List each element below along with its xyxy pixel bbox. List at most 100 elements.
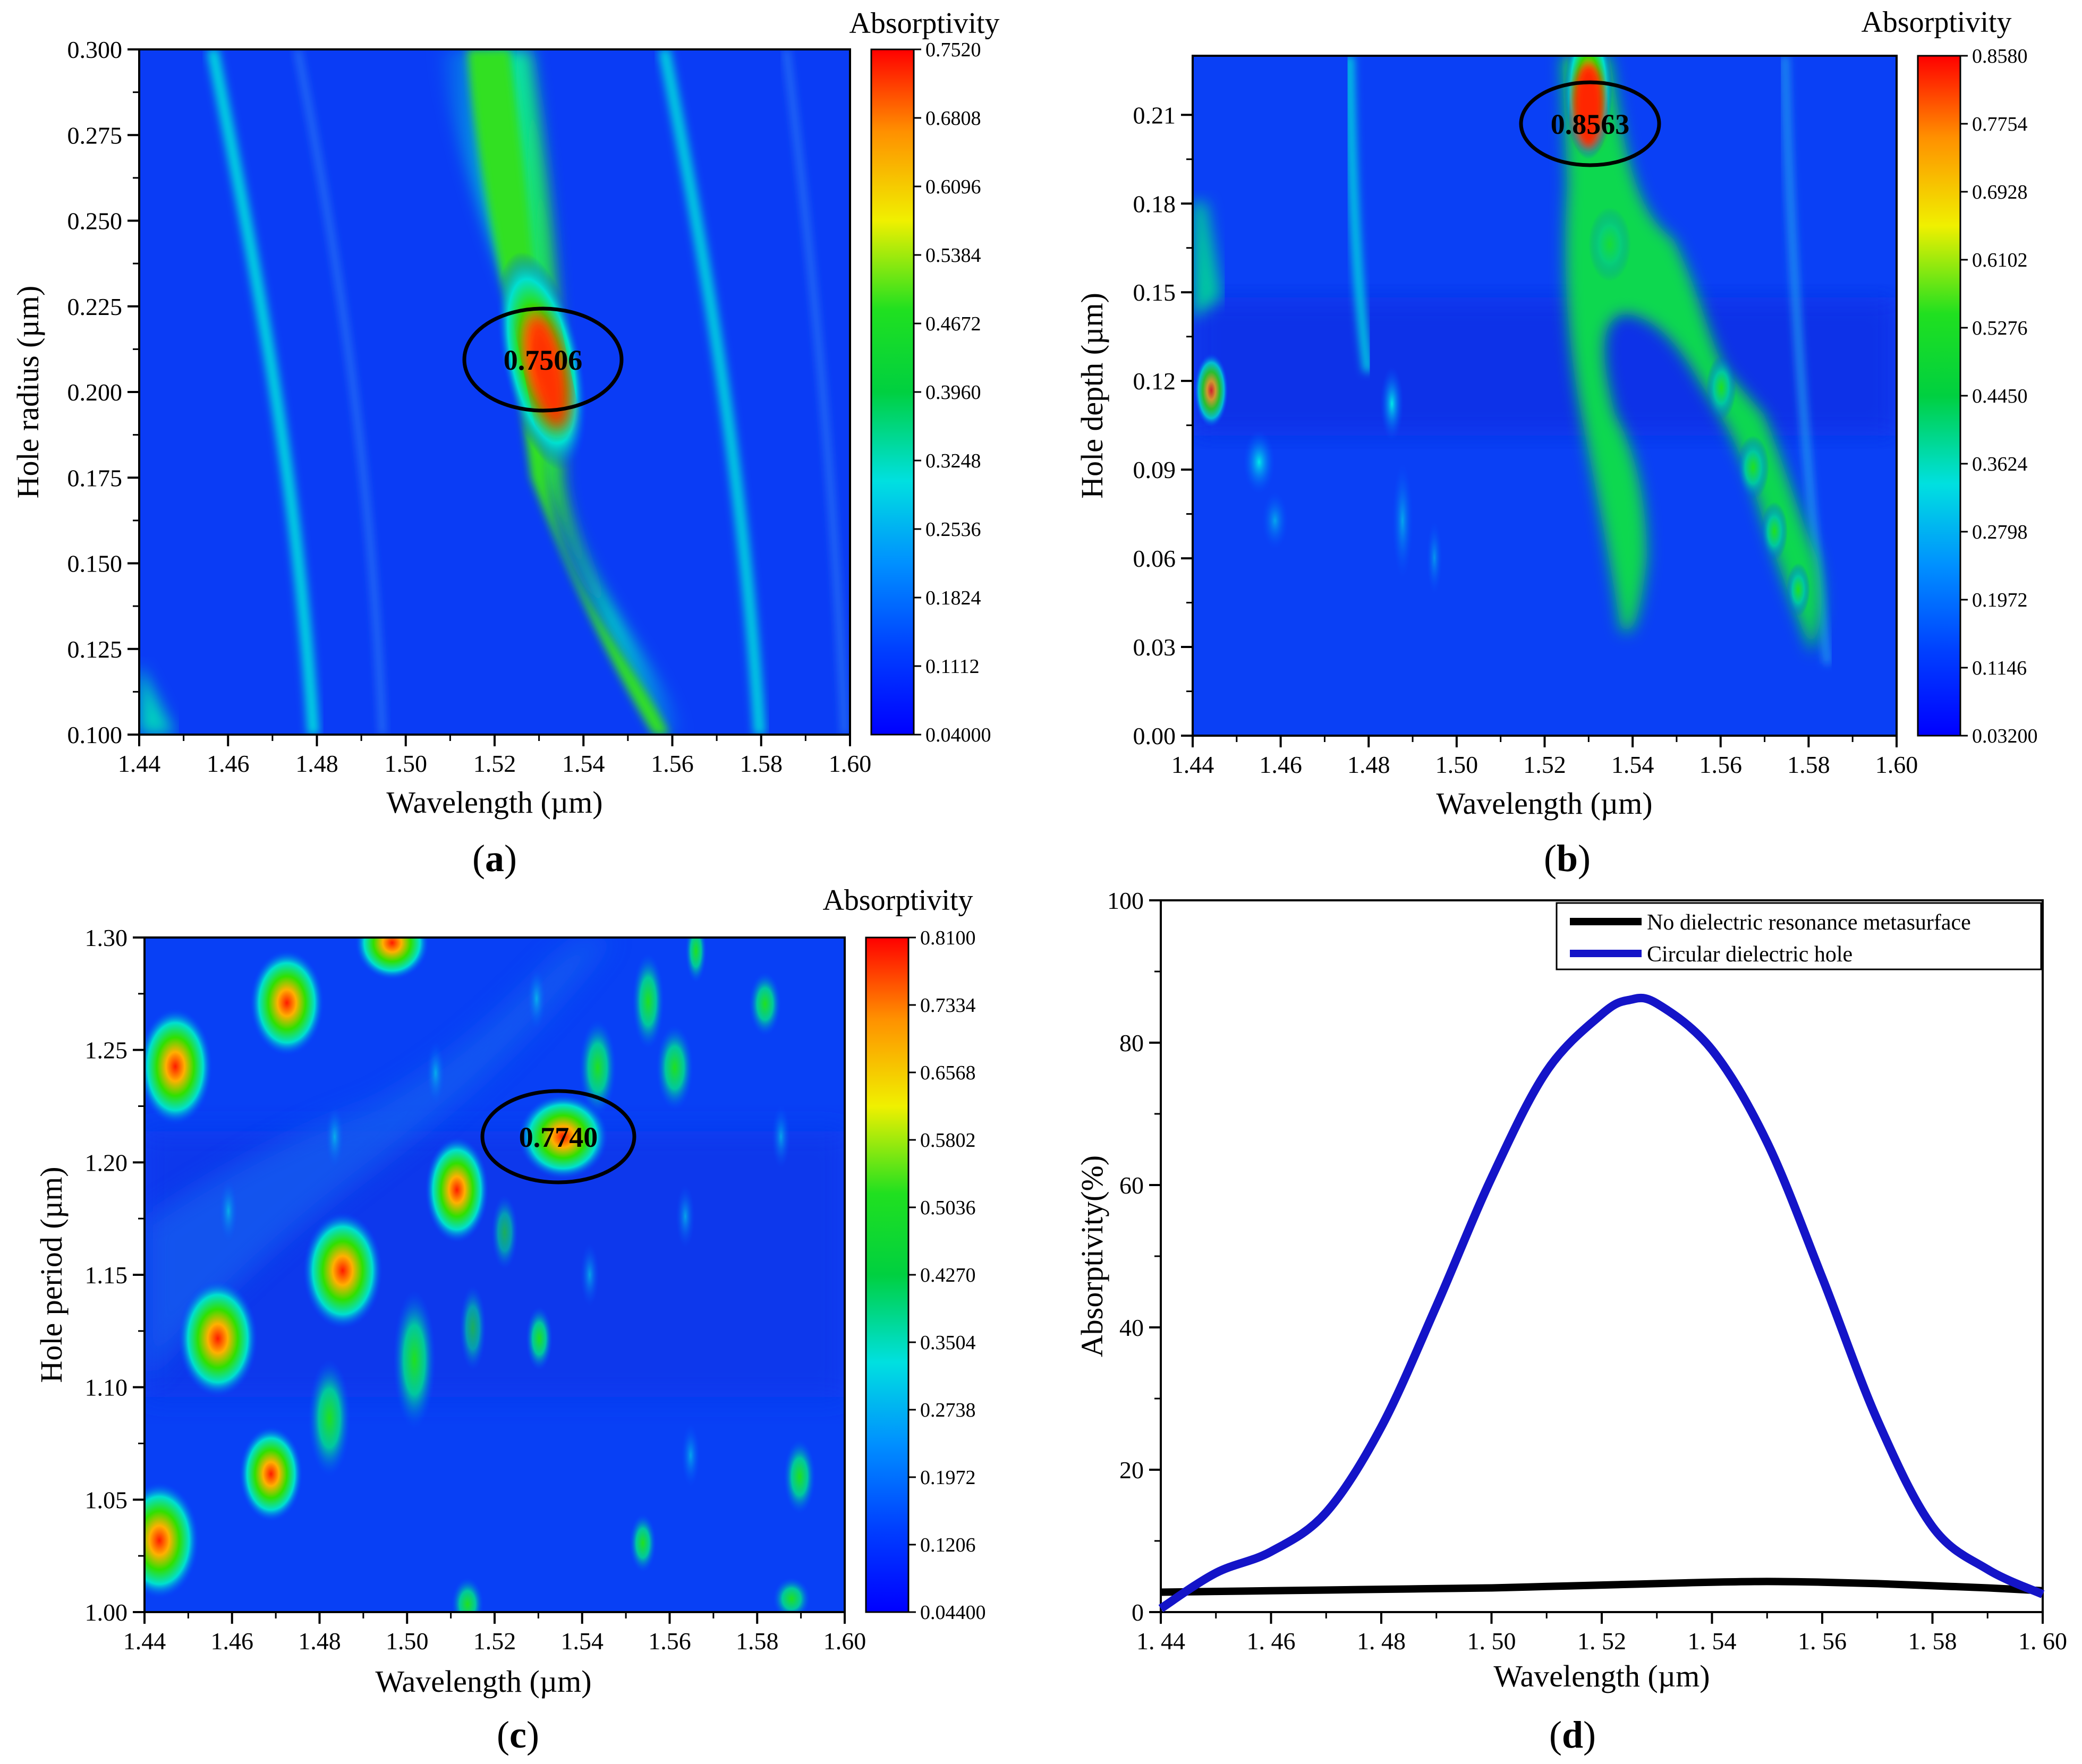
x-tick-label: 1.44 [123, 1627, 166, 1655]
colorbar-tick-label: 0.5384 [925, 244, 981, 267]
colorbar-tick-label: 0.04400 [920, 1601, 986, 1624]
colorbar-tick-label: 0.1972 [1972, 589, 2028, 611]
y-tick-label: 1.05 [85, 1486, 128, 1513]
colorbar-a [870, 48, 915, 736]
colorbar-tick-label: 0.7754 [1972, 113, 2028, 135]
colorbar-tick-label: 0.6096 [925, 176, 981, 198]
series-line-no-dielectric [1160, 1578, 2043, 1596]
x-tick-label: 1. 44 [1136, 1627, 1185, 1655]
colorbar-tick-label: 0.1972 [920, 1467, 976, 1489]
y-tick-label: 1.25 [85, 1037, 128, 1064]
y-tick-label: 1.15 [85, 1262, 128, 1289]
y-tick-label: 0.12 [1133, 368, 1176, 395]
y-tick-label: 0.100 [67, 721, 123, 748]
x-tick-label: 1.56 [651, 750, 694, 777]
x-tick-label: 1. 60 [2018, 1627, 2067, 1655]
panel-label-d: (d) [1549, 1714, 1596, 1756]
colorbar-tick-label: 0.2798 [1972, 521, 2028, 543]
y-tick-label: 20 [1119, 1456, 1144, 1484]
colorbar-tick-label: 0.2536 [925, 518, 981, 541]
x-tick-label: 1. 58 [1908, 1627, 1957, 1655]
colorbar-tick-label: 0.1206 [920, 1534, 976, 1556]
x-tick-label: 1. 48 [1357, 1627, 1406, 1655]
colorbar-b [1917, 55, 1961, 737]
colorbar-tick-label: 0.3248 [925, 450, 981, 472]
colorbar-tick-label: 0.6568 [920, 1062, 976, 1084]
y-tick-label: 1.20 [85, 1149, 128, 1176]
panel-a: 0.7506 1.44 1.46 1.48 1.50 1.52 1.54 1.56 1.58 1… [11, 7, 1000, 880]
annotation-value-b: 0.8563 [1551, 108, 1630, 140]
x-tick-label: 1.58 [740, 750, 783, 777]
panel-d: 1. 44 1. 46 1. 48 1. 50 1. 52 1. 54 1. 56 1. 58… [1075, 887, 2067, 1756]
x-axis-label-c: Wavelength (µm) [375, 1664, 591, 1699]
axes-d: 1. 44 1. 46 1. 48 1. 50 1. 52 1. 54 1. 56 1. 58… [1107, 887, 2067, 1655]
x-tick-label: 1.60 [1875, 751, 1918, 778]
y-tick-label: 0.09 [1133, 456, 1176, 483]
colorbar-tick-label: 0.3504 [920, 1332, 976, 1354]
panel-label-b: (b) [1544, 837, 1591, 880]
legend-label-no-dielectric: No dielectric resonance metasurface [1647, 910, 1971, 935]
colorbar-tick-label: 0.1112 [925, 655, 980, 678]
colorbar-tick-label: 0.5276 [1972, 317, 2028, 339]
colorbar-tick-label: 0.6928 [1972, 181, 2028, 203]
y-tick-label: 0.225 [67, 293, 123, 320]
colorbar-tick-label: 0.7520 [925, 39, 981, 61]
y-tick-label: 40 [1119, 1314, 1144, 1341]
colorbar-tick-label: 0.3960 [925, 381, 981, 404]
axes-a: 1.44 1.46 1.48 1.50 1.52 1.54 1.56 1.58 1.60 0.10… [67, 36, 872, 777]
axes-b: 1.44 1.46 1.48 1.50 1.52 1.54 1.56 1.58 1.60 0.00… [1133, 101, 1918, 778]
legend-label-circular-hole: Circular dielectric hole [1647, 942, 1852, 967]
y-tick-label: 0.125 [67, 636, 123, 663]
x-tick-label: 1.46 [207, 750, 250, 777]
colorbar-tick-label: 0.8100 [920, 927, 976, 949]
x-tick-label: 1.44 [1171, 751, 1214, 778]
x-axis-label-b: Wavelength (µm) [1436, 786, 1652, 821]
series-line-circular-hole [1158, 993, 2045, 1613]
colorbar-tick-label: 0.1146 [1972, 657, 2027, 679]
y-tick-label: 1.10 [85, 1374, 128, 1401]
y-tick-label: 0.21 [1133, 101, 1176, 129]
x-axis-label-d: Wavelength (µm) [1493, 1659, 1710, 1693]
y-tick-label: 0.300 [67, 36, 123, 63]
y-tick-label: 0.18 [1133, 190, 1176, 217]
panel-b: 0.8563 1.44 1.46 1.48 1.50 1.52 1.54 1.56 1.58 1… [1075, 6, 2038, 880]
x-tick-label: 1.46 [1259, 751, 1302, 778]
panel-label-c: (c) [497, 1714, 539, 1756]
x-tick-label: 1.60 [829, 750, 872, 777]
annotation-value-a: 0.7506 [504, 344, 583, 376]
x-tick-label: 1.56 [1699, 751, 1743, 778]
y-tick-label: 0.175 [67, 464, 123, 491]
x-tick-label: 1.50 [1435, 751, 1478, 778]
x-tick-label: 1.48 [1347, 751, 1390, 778]
x-tick-label: 1.56 [648, 1627, 691, 1655]
x-tick-label: 1.58 [1787, 751, 1830, 778]
x-tick-label: 1. 46 [1247, 1627, 1296, 1655]
y-axis-label-a: Hole radius (µm) [11, 286, 45, 499]
x-tick-label: 1.50 [385, 750, 428, 777]
colorbar-c [865, 936, 910, 1613]
y-axis-label-c: Hole period (µm) [34, 1166, 69, 1383]
y-tick-label: 0.200 [67, 379, 123, 406]
colorbar-tick-label: 0.4672 [925, 313, 981, 335]
colorbar-ticks-a: 0.04000 0.1112 0.1824 0.2536 0.3248 0.3960 0.4… [914, 39, 991, 746]
x-tick-label: 1.48 [295, 750, 338, 777]
colorbar-tick-label: 0.03200 [1972, 725, 2038, 747]
colorbar-tick-label: 0.3624 [1972, 453, 2028, 475]
colorbar-tick-label: 0.7334 [920, 994, 976, 1017]
x-tick-label: 1.52 [1523, 751, 1566, 778]
plot-area-d [1160, 899, 2044, 1613]
x-tick-label: 1.52 [473, 750, 516, 777]
colorbar-tick-label: 0.5036 [920, 1197, 976, 1219]
annotation-ellipse-a [462, 306, 624, 413]
x-tick-label: 1. 52 [1577, 1627, 1626, 1655]
x-tick-label: 1.48 [298, 1627, 341, 1655]
colorbar-label-a: Absorptivity [849, 7, 999, 40]
panel-label-a: (a) [472, 837, 517, 880]
colorbar-tick-label: 0.2738 [920, 1399, 976, 1421]
annotation-value-c: 0.7740 [519, 1121, 598, 1153]
x-tick-label: 1. 56 [1798, 1627, 1847, 1655]
y-tick-label: 0 [1132, 1599, 1144, 1626]
colorbar-tick-label: 0.6102 [1972, 249, 2028, 271]
x-tick-label: 1.60 [823, 1627, 866, 1655]
